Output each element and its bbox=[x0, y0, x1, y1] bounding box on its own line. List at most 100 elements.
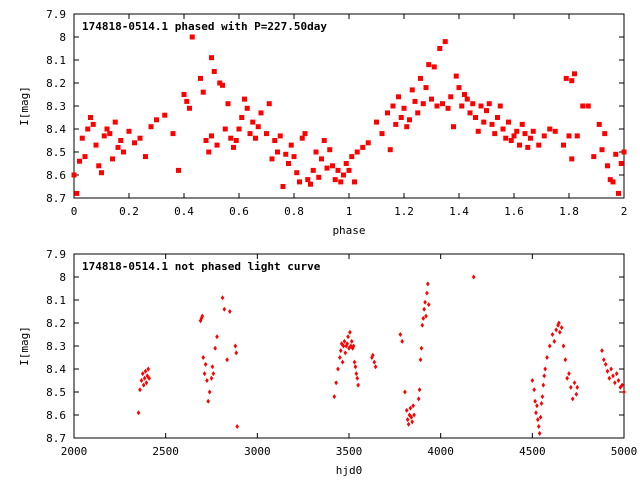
data-point bbox=[478, 103, 484, 109]
data-point bbox=[554, 327, 558, 333]
data-point bbox=[140, 371, 145, 377]
data-point bbox=[346, 334, 350, 340]
data-point bbox=[440, 101, 445, 107]
data-point bbox=[189, 34, 195, 40]
x-tick-label: 3500 bbox=[336, 445, 363, 458]
data-point bbox=[354, 371, 359, 377]
data-point bbox=[146, 366, 151, 372]
data-point bbox=[545, 355, 549, 360]
data-point bbox=[462, 92, 467, 97]
data-point bbox=[600, 348, 604, 354]
data-point bbox=[209, 55, 214, 61]
data-point bbox=[258, 110, 264, 116]
data-point bbox=[550, 332, 555, 337]
data-point bbox=[162, 112, 168, 118]
data-point bbox=[473, 115, 478, 120]
data-points bbox=[136, 274, 626, 436]
data-point bbox=[565, 375, 569, 381]
data-point bbox=[603, 361, 608, 367]
data-point bbox=[470, 101, 476, 107]
data-point bbox=[343, 161, 349, 166]
data-point bbox=[215, 334, 219, 340]
data-point bbox=[420, 322, 425, 328]
data-point bbox=[622, 389, 626, 395]
data-point bbox=[497, 103, 503, 109]
data-point bbox=[202, 371, 207, 377]
y-axis-ticks: 7.9 8 8.1 8.2 8.3 8.4 8.5 8.6 8.7 bbox=[46, 8, 624, 205]
x-tick-label: 4500 bbox=[519, 445, 546, 458]
data-point bbox=[424, 313, 428, 319]
data-point bbox=[570, 396, 575, 402]
data-point bbox=[370, 355, 374, 360]
x-tick-label: 1.4 bbox=[449, 205, 469, 218]
data-point bbox=[138, 387, 142, 393]
x-tick-label: 5000 bbox=[611, 445, 638, 458]
data-point bbox=[618, 161, 624, 166]
data-point bbox=[547, 343, 552, 349]
data-point bbox=[420, 101, 426, 107]
data-point bbox=[503, 135, 509, 141]
data-point bbox=[409, 414, 414, 420]
data-point bbox=[310, 167, 316, 173]
data-point bbox=[616, 190, 621, 196]
y-tick-label: 8.7 bbox=[46, 432, 66, 445]
data-point bbox=[517, 142, 522, 148]
data-point bbox=[393, 121, 399, 127]
data-point bbox=[574, 391, 579, 397]
data-points bbox=[71, 34, 627, 196]
data-point bbox=[176, 167, 181, 173]
data-point bbox=[563, 75, 569, 81]
data-point bbox=[371, 352, 375, 358]
y-tick-label: 8.5 bbox=[46, 386, 66, 399]
data-point bbox=[213, 345, 217, 351]
data-point bbox=[332, 394, 337, 400]
data-point bbox=[154, 117, 159, 123]
data-point bbox=[532, 387, 536, 393]
data-point bbox=[286, 161, 291, 166]
data-point bbox=[407, 117, 412, 123]
data-point bbox=[294, 170, 300, 176]
data-point bbox=[385, 110, 390, 116]
data-point bbox=[351, 343, 356, 349]
data-point bbox=[143, 154, 148, 160]
data-point bbox=[348, 329, 352, 335]
data-point bbox=[336, 366, 340, 372]
data-point bbox=[214, 142, 220, 148]
data-point bbox=[112, 119, 118, 125]
data-point bbox=[416, 396, 421, 402]
data-point bbox=[235, 424, 239, 429]
data-point bbox=[596, 121, 602, 127]
data-point bbox=[316, 174, 322, 180]
data-point bbox=[607, 177, 613, 183]
data-point bbox=[614, 371, 619, 377]
data-point bbox=[403, 389, 407, 395]
data-point bbox=[620, 382, 624, 388]
unphased-light-curve-panel: 174818-0514.1 not phased light curve hjd… bbox=[18, 248, 637, 477]
y-tick-label: 7.9 bbox=[46, 8, 66, 21]
y-tick-label: 8.3 bbox=[46, 100, 66, 113]
data-point bbox=[342, 338, 347, 344]
data-point bbox=[200, 313, 205, 319]
data-point bbox=[405, 417, 410, 423]
data-point bbox=[599, 147, 605, 153]
data-point bbox=[605, 368, 610, 374]
data-point bbox=[277, 133, 283, 139]
data-point bbox=[355, 375, 360, 381]
data-point bbox=[206, 398, 210, 404]
data-point bbox=[231, 144, 236, 150]
data-point bbox=[569, 384, 573, 390]
x-tick-label: 4000 bbox=[427, 445, 454, 458]
data-point bbox=[561, 142, 566, 148]
data-point bbox=[541, 382, 546, 388]
data-point bbox=[534, 410, 538, 416]
data-point bbox=[528, 135, 533, 141]
data-point bbox=[429, 96, 434, 102]
data-point bbox=[453, 73, 459, 79]
data-point bbox=[297, 179, 302, 185]
x-tick-label: 0.2 bbox=[119, 205, 139, 218]
x-tick-label: 2500 bbox=[152, 445, 179, 458]
data-point bbox=[350, 345, 355, 351]
data-point bbox=[390, 103, 396, 109]
data-point bbox=[110, 156, 115, 162]
